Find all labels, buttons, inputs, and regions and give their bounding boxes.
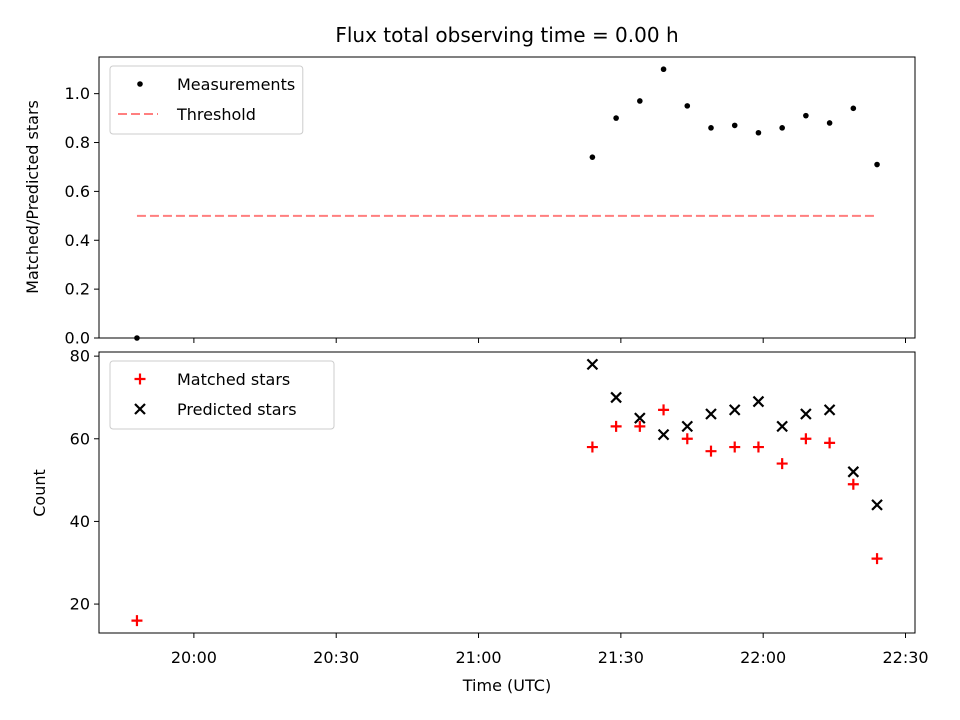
data-point [731,122,738,129]
x-tick-label: 20:30 [313,648,359,667]
x-tick-label: 21:30 [598,648,644,667]
data-point [826,120,833,126]
data-point [752,395,765,408]
data-point [586,358,599,371]
data-point [610,391,622,404]
axes-frame [98,351,916,634]
data-point [728,404,741,416]
data-point [824,437,836,449]
x-tick-label: 21:00 [455,648,501,667]
data-point [871,553,883,565]
top-plot: 0.0 0.2 0.4 0.6 0.8 1.0 Measurements Threshold [65,56,916,348]
bottom-ylabel: Count [30,469,49,517]
data-point [752,441,764,453]
data-point [681,433,693,445]
legend-swatch [134,403,146,415]
data-point [657,428,670,441]
data-point [800,433,812,445]
data-point [871,499,883,511]
y-tick-label: 0.4 [65,231,90,250]
bottom-plot: 20 40 60 80 20:00 20:30 21:00 21:30 22:00 22:30 Ma… [70,347,929,667]
data-point [681,420,694,433]
data-point [800,408,812,420]
data-point [850,105,857,112]
data-point [684,103,691,109]
legend-box [109,65,304,135]
data-point [776,458,788,470]
data-point [755,129,762,136]
x-tick-label: 22:00 [740,648,786,667]
chart-title: Flux total observing time = 0.00 h [335,23,678,47]
y-tick-label: 60 [70,429,90,448]
y-tick-label: 40 [70,512,90,531]
data-point [610,420,622,432]
legend-label: Threshold [176,105,256,124]
y-tick-label: 0.0 [65,329,90,348]
series-matched-stars [131,404,883,627]
x-tick-label: 20:00 [171,648,217,667]
series-measurements [134,66,880,341]
data-point [660,66,667,73]
data-point [634,420,646,432]
data-point [847,466,860,478]
y-tick-label: 0.8 [65,133,90,152]
y-tick-label: 1.0 [65,84,90,103]
data-point [874,161,880,168]
legend-swatch [137,81,143,87]
y-tick-label: 80 [70,347,90,366]
y-tick-label: 20 [70,595,90,614]
axes-frame [98,56,916,339]
data-point [613,115,619,121]
data-point [637,98,643,104]
y-tick-label: 0.2 [65,280,90,299]
top-ylabel: Matched/Predicted stars [23,100,42,294]
legend-box [109,360,335,430]
data-point [779,125,785,131]
legend-label: Matched stars [177,370,290,389]
data-point [708,125,714,131]
y-tick-label: 0.6 [65,182,90,201]
data-point [658,404,670,416]
legend-label: Predicted stars [177,400,297,419]
data-point [823,404,836,416]
series-predicted-stars [586,358,883,511]
legend-swatch [134,373,146,385]
x-tick-label: 22:30 [882,648,928,667]
data-point [589,154,596,160]
data-point [847,478,859,490]
data-point [131,615,143,627]
data-point [705,408,717,420]
data-point [586,441,598,453]
x-axis-label: Time (UTC) [462,676,551,695]
data-point [705,445,717,457]
data-point [729,441,741,453]
legend-label: Measurements [177,75,295,94]
data-point [634,412,646,424]
data-point [776,420,788,433]
data-point [803,112,809,119]
